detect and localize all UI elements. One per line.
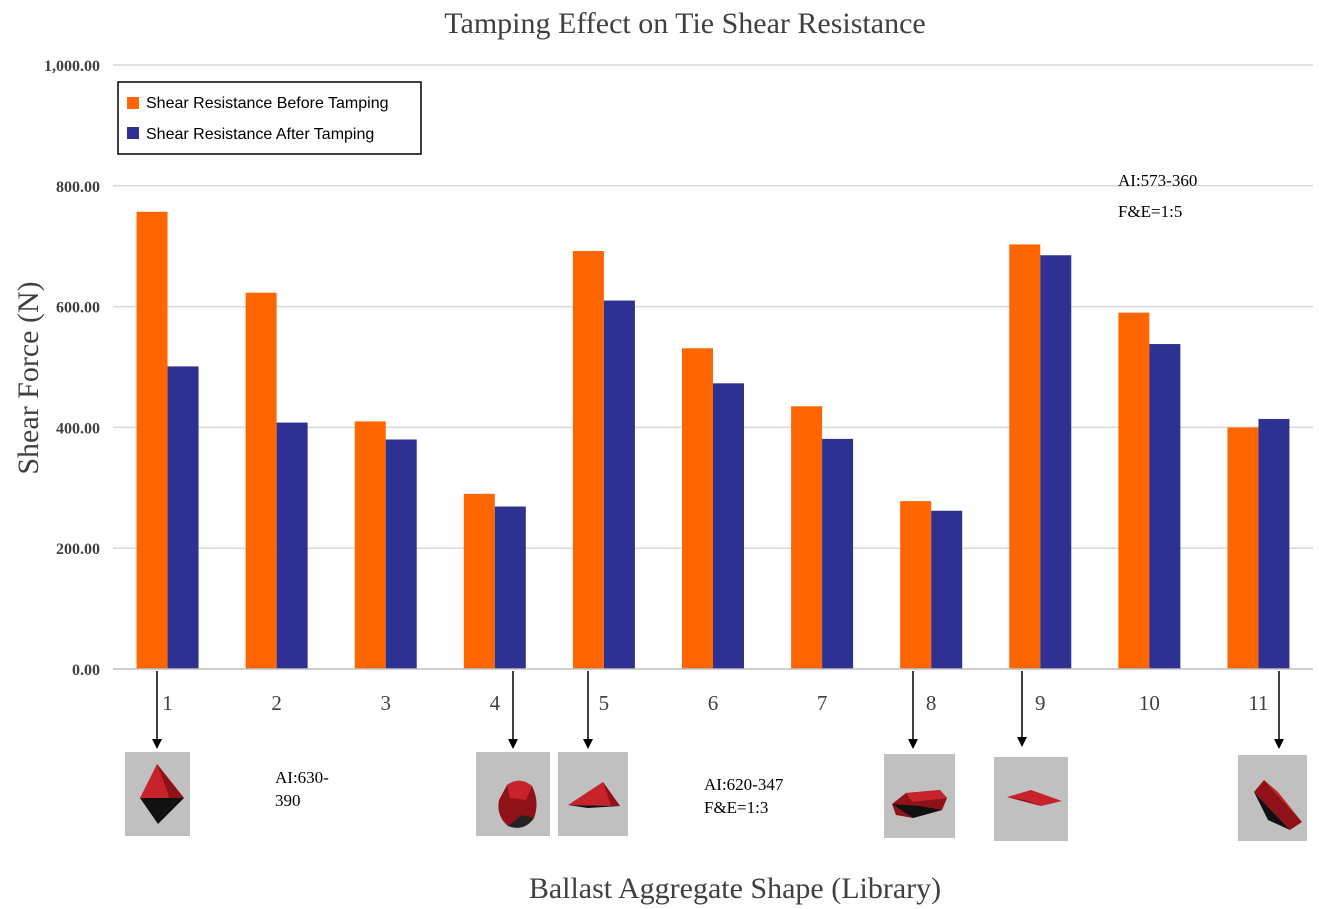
- legend: Shear Resistance Before Tamping Shear Re…: [117, 81, 422, 155]
- bars: [136, 211, 1290, 670]
- bar-after-1: [167, 366, 199, 669]
- bar-after-7: [822, 438, 854, 669]
- x-tick-label: 10: [1139, 691, 1160, 715]
- y-axis-label: Shear Force (N): [12, 281, 45, 474]
- shape-image-8: [884, 754, 955, 838]
- annotation-right: AI:573-360 F&E=1:5: [1118, 171, 1197, 221]
- bar-after-10: [1149, 344, 1181, 669]
- x-tick-label: 3: [380, 691, 391, 715]
- shape-image-9: [994, 757, 1068, 841]
- y-tick-label: 800.00: [56, 179, 100, 196]
- annotation-line: 390: [275, 791, 301, 810]
- bar-before-4: [463, 493, 495, 669]
- legend-swatch-before: [127, 97, 139, 109]
- shape-image-11: [1238, 755, 1307, 841]
- x-tick-label: 4: [490, 691, 501, 715]
- bar-after-8: [931, 510, 963, 669]
- x-tick-label: 5: [599, 691, 610, 715]
- y-tick-label: 0.00: [72, 662, 100, 679]
- y-tick-label: 1,000.00: [44, 58, 100, 75]
- chart-title: Tamping Effect on Tie Shear Resistance: [444, 7, 925, 40]
- bar-before-9: [1009, 244, 1041, 669]
- bar-before-3: [354, 421, 386, 669]
- bar-after-6: [713, 383, 744, 669]
- annotation-line: F&E=1:5: [1118, 202, 1182, 221]
- bar-after-9: [1040, 255, 1072, 669]
- x-tick-label: 1: [162, 691, 173, 715]
- bar-before-2: [245, 292, 277, 669]
- shape-image-1: [125, 752, 190, 836]
- bar-before-8: [900, 501, 932, 669]
- annotation-left: AI:630- 390: [275, 768, 329, 810]
- bar-after-5: [603, 300, 635, 669]
- gridlines: [113, 64, 1313, 549]
- legend-box: [117, 81, 422, 155]
- x-axis-label: Ballast Aggregate Shape (Library): [529, 872, 941, 905]
- legend-swatch-after: [127, 127, 139, 139]
- annotation-middle: AI:620-347 F&E=1:3: [704, 775, 784, 817]
- annotation-line: F&E=1:3: [704, 798, 768, 817]
- bar-before-7: [791, 406, 823, 669]
- x-tick-label: 7: [817, 691, 828, 715]
- y-tick-label: 200.00: [56, 541, 100, 558]
- shape-image-4: [476, 752, 550, 836]
- annotation-line: AI:573-360: [1118, 171, 1197, 190]
- x-tick-label: 2: [271, 691, 282, 715]
- bar-before-6: [682, 348, 713, 669]
- shape-image-5: [558, 752, 628, 836]
- y-tick-labels: 0.00 200.00 400.00 600.00 800.00 1,000.00: [44, 58, 100, 679]
- bar-after-2: [276, 422, 308, 669]
- y-tick-label: 400.00: [56, 420, 100, 437]
- legend-label-before: Shear Resistance Before Tamping: [146, 95, 389, 112]
- x-tick-label: 9: [1035, 691, 1046, 715]
- bar-before-5: [572, 251, 604, 670]
- x-tick-label: 6: [708, 691, 719, 715]
- x-tick-label: 11: [1248, 691, 1268, 715]
- x-tick-labels: 1 2 3 4 5 6 7 8 9 10 11: [162, 691, 1268, 715]
- bar-before-1: [136, 211, 168, 669]
- bar-after-3: [385, 439, 417, 669]
- shape-arrows: [152, 671, 1284, 749]
- annotation-line: AI:620-347: [704, 775, 784, 794]
- bar-before-11: [1227, 427, 1259, 669]
- legend-label-after: Shear Resistance After Tamping: [146, 126, 374, 143]
- annotation-line: AI:630-: [275, 768, 329, 787]
- x-tick-label: 8: [926, 691, 937, 715]
- bar-after-4: [494, 506, 526, 669]
- bar-before-10: [1118, 312, 1150, 669]
- y-tick-label: 600.00: [56, 300, 100, 317]
- bar-after-11: [1258, 418, 1290, 669]
